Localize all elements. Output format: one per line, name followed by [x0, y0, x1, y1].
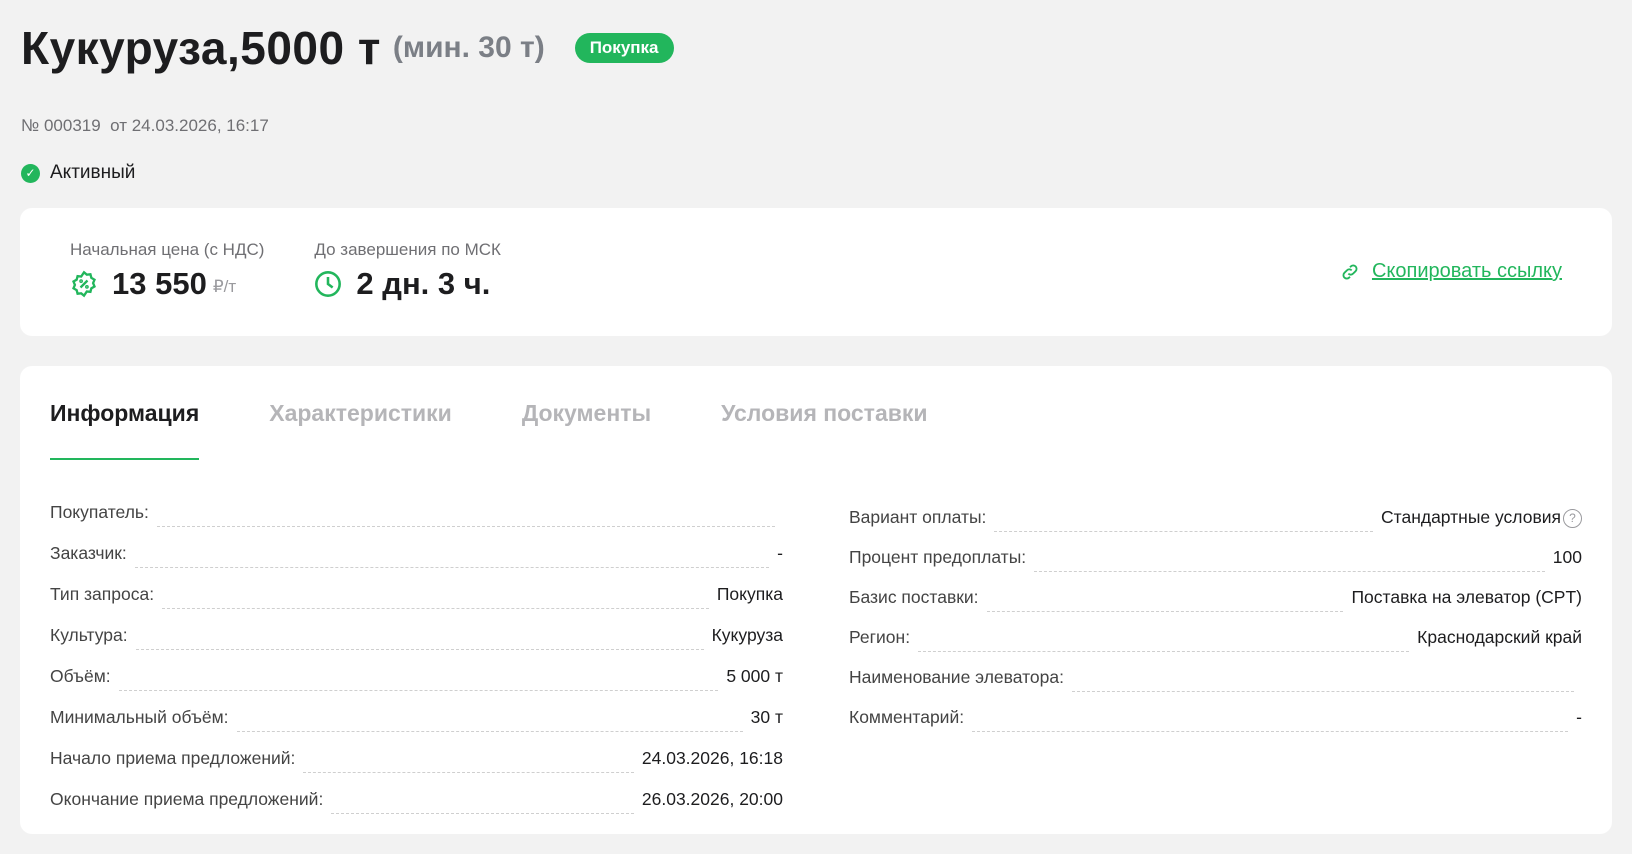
price-unit: ₽/т [212, 277, 237, 296]
info-key: Базис поставки: [849, 587, 979, 607]
request-number: № 000319 [21, 116, 101, 135]
info-value: 100 [1552, 547, 1582, 567]
dotted-leader [972, 731, 1569, 732]
tabs: Информация Характеристики Документы Усло… [50, 366, 1582, 460]
dotted-leader [118, 690, 719, 691]
info-key: Окончание приема предложений: [50, 789, 324, 809]
info-row: Регион: Краснодарский край [849, 608, 1582, 652]
price-stat: Начальная цена (с НДС) 13 550 ₽/т [70, 240, 264, 304]
link-icon [1342, 264, 1358, 279]
request-date: от 24.03.2026, 16:17 [110, 116, 269, 135]
tab-information[interactable]: Информация [50, 400, 200, 460]
info-key: Начало приема предложений: [50, 748, 296, 768]
info-left-column: Покупатель: Заказчик: - Тип запроса: Покупка… [50, 482, 783, 814]
info-row: Окончание приема предложений: 26.03.2026,… [50, 769, 783, 814]
info-row: Заказчик: - [50, 523, 783, 568]
page-title: Кукуруза,5000 т [21, 22, 381, 74]
request-type-badge: Покупка [574, 33, 674, 63]
help-icon[interactable]: ? [1563, 509, 1582, 528]
dotted-leader [994, 531, 1373, 532]
info-row: Минимальный объём: 30 т [50, 687, 783, 732]
info-row: Культура: Кукуруза [50, 605, 783, 650]
min-volume: (мин. 30 т) [392, 31, 545, 64]
deadline-stat: До завершения по МСК 2 дн. 3 ч. [314, 240, 501, 304]
deadline-label: До завершения по МСК [314, 240, 501, 259]
info-value: Краснодарский край [1417, 627, 1582, 647]
header: Кукуруза,5000 т (мин. 30 т) Покупка № 00… [0, 0, 1632, 184]
info-value: Стандартные условия [1381, 507, 1561, 527]
info-key: Комментарий: [849, 707, 965, 727]
tab-documents[interactable]: Документы [521, 400, 652, 426]
dotted-leader [918, 651, 1410, 652]
info-value: - [777, 543, 783, 563]
dotted-leader [135, 649, 704, 650]
info-row: Покупатель: [50, 482, 783, 527]
info-value: Покупка [716, 584, 783, 604]
dotted-leader [134, 567, 770, 568]
info-row: Начало приема предложений: 24.03.2026, 16… [50, 728, 783, 773]
info-key: Культура: [50, 625, 128, 645]
info-key: Тип запроса: [50, 584, 155, 604]
info-row: Наименование элеватора: [849, 648, 1582, 692]
dotted-leader [986, 611, 1344, 612]
info-value: 5 000 т [726, 666, 783, 686]
clock-icon [315, 271, 342, 297]
copy-link-text[interactable]: Скопировать ссылку [1371, 260, 1562, 282]
dotted-leader [1072, 691, 1574, 692]
request-meta: № 000319 от 24.03.2026, 16:17 [21, 116, 1611, 136]
info-row: Тип запроса: Покупка [50, 564, 783, 609]
status-text: Активный [50, 162, 136, 183]
info-value: 24.03.2026, 16:18 [641, 748, 783, 768]
copy-link-button[interactable]: Скопировать ссылку [1340, 260, 1562, 283]
status: ✓ Активный [21, 162, 1611, 184]
dotted-leader [162, 608, 709, 609]
info-row: Процент предоплаты: 100 [849, 528, 1582, 572]
info-value: 30 т [750, 707, 783, 727]
info-row: Объём: 5 000 т [50, 646, 783, 691]
info-row: Вариант оплаты: Стандартные условия? [849, 482, 1582, 532]
discount-badge-icon [72, 270, 96, 298]
info-key: Заказчик: [50, 543, 127, 563]
tab-characteristics[interactable]: Характеристики [269, 400, 452, 426]
info-key: Объём: [50, 666, 111, 686]
info-value: 26.03.2026, 20:00 [641, 789, 783, 809]
tab-delivery-terms[interactable]: Условия поставки [721, 400, 928, 426]
info-right-column: Вариант оплаты: Стандартные условия? Проце… [849, 482, 1582, 810]
price-label: Начальная цена (с НДС) [70, 240, 265, 259]
dotted-leader [303, 772, 634, 773]
dotted-leader [331, 813, 634, 814]
info-key: Регион: [849, 627, 911, 647]
check-circle-icon: ✓ [21, 163, 40, 183]
info-value: - [1576, 707, 1582, 727]
price-value: 13 550 [112, 266, 207, 301]
deadline-value: 2 дн. 3 ч. [356, 266, 491, 301]
info-key: Наименование элеватора: [849, 667, 1064, 687]
info-key: Покупатель: [50, 502, 149, 522]
info-row: Базис поставки: Поставка на элеватор (CPT… [849, 568, 1582, 612]
info-value: Кукуруза [711, 625, 783, 645]
info-key: Процент предоплаты: [849, 547, 1027, 567]
dotted-leader [1034, 571, 1545, 572]
info-row: Комментарий: - [849, 688, 1582, 732]
dotted-leader [236, 731, 743, 732]
info-key: Минимальный объём: [50, 707, 229, 727]
info-card: Информация Характеристики Документы Усло… [20, 366, 1612, 834]
dotted-leader [156, 526, 775, 527]
info-value: Поставка на элеватор (CPT) [1351, 587, 1582, 607]
info-key: Вариант оплаты: [849, 507, 987, 527]
summary-card: Начальная цена (с НДС) 13 550 ₽/т До зав… [20, 208, 1612, 336]
